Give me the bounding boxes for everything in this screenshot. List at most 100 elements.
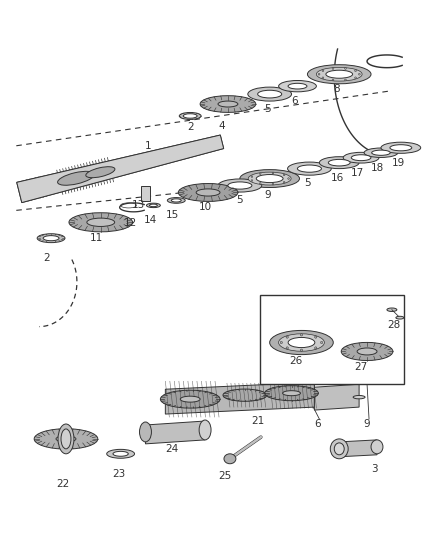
Bar — [141, 185, 150, 201]
Text: 28: 28 — [387, 320, 400, 329]
Ellipse shape — [183, 114, 197, 118]
Ellipse shape — [357, 348, 377, 355]
Ellipse shape — [146, 203, 160, 208]
Text: 5: 5 — [265, 104, 271, 114]
Ellipse shape — [307, 64, 371, 84]
Ellipse shape — [87, 218, 115, 227]
Ellipse shape — [343, 152, 379, 163]
Ellipse shape — [167, 198, 185, 203]
Text: 24: 24 — [166, 444, 179, 454]
Ellipse shape — [334, 443, 344, 455]
Ellipse shape — [200, 96, 256, 112]
Ellipse shape — [396, 316, 404, 319]
Ellipse shape — [37, 234, 65, 243]
Ellipse shape — [279, 334, 325, 351]
Text: 22: 22 — [57, 479, 70, 489]
Circle shape — [283, 181, 285, 183]
Ellipse shape — [381, 142, 421, 154]
Ellipse shape — [57, 171, 95, 185]
Ellipse shape — [258, 90, 282, 98]
Ellipse shape — [218, 101, 238, 107]
Text: 8: 8 — [333, 84, 339, 94]
Circle shape — [300, 334, 303, 336]
Circle shape — [251, 176, 253, 177]
Ellipse shape — [283, 391, 300, 395]
Text: 2: 2 — [187, 122, 194, 132]
Ellipse shape — [351, 155, 371, 160]
Ellipse shape — [228, 182, 252, 189]
Circle shape — [314, 347, 317, 349]
Circle shape — [280, 342, 283, 344]
Circle shape — [345, 68, 346, 69]
Circle shape — [259, 183, 261, 184]
Circle shape — [251, 180, 253, 181]
Polygon shape — [145, 421, 205, 444]
Ellipse shape — [56, 435, 76, 442]
Ellipse shape — [107, 449, 134, 458]
Ellipse shape — [288, 162, 331, 175]
Ellipse shape — [218, 179, 262, 192]
Ellipse shape — [196, 189, 220, 196]
Ellipse shape — [160, 390, 220, 408]
Ellipse shape — [326, 70, 353, 78]
Ellipse shape — [316, 67, 362, 81]
Polygon shape — [339, 440, 377, 457]
Ellipse shape — [86, 167, 115, 177]
Text: 11: 11 — [90, 233, 103, 243]
Text: 21: 21 — [251, 416, 265, 426]
Circle shape — [286, 347, 288, 349]
Ellipse shape — [288, 83, 307, 89]
Ellipse shape — [279, 80, 316, 92]
Text: 23: 23 — [112, 469, 125, 479]
Circle shape — [322, 70, 324, 71]
Ellipse shape — [69, 213, 133, 232]
Text: 25: 25 — [218, 471, 232, 481]
Text: 18: 18 — [371, 163, 384, 173]
Circle shape — [272, 172, 274, 174]
Polygon shape — [165, 382, 314, 414]
Circle shape — [259, 173, 261, 174]
Circle shape — [272, 183, 274, 185]
Ellipse shape — [199, 420, 211, 440]
Ellipse shape — [256, 174, 283, 183]
Circle shape — [322, 77, 324, 79]
Ellipse shape — [34, 429, 98, 449]
Ellipse shape — [297, 165, 321, 172]
Ellipse shape — [240, 169, 300, 188]
Ellipse shape — [180, 396, 200, 402]
Ellipse shape — [248, 172, 291, 185]
Circle shape — [300, 349, 303, 351]
Circle shape — [332, 79, 334, 81]
Circle shape — [332, 68, 334, 69]
Polygon shape — [17, 135, 224, 203]
Polygon shape — [17, 135, 224, 203]
Text: 4: 4 — [219, 121, 225, 131]
Circle shape — [359, 74, 360, 75]
Text: 12: 12 — [124, 219, 137, 228]
Ellipse shape — [328, 159, 350, 166]
Ellipse shape — [319, 157, 359, 168]
Circle shape — [345, 79, 346, 81]
Ellipse shape — [288, 337, 315, 348]
Text: 26: 26 — [289, 357, 302, 366]
Ellipse shape — [387, 308, 397, 311]
Ellipse shape — [140, 422, 152, 442]
Polygon shape — [314, 384, 359, 410]
Text: 15: 15 — [166, 211, 179, 220]
Circle shape — [288, 178, 290, 180]
Text: 16: 16 — [331, 173, 344, 183]
Ellipse shape — [330, 439, 348, 459]
Ellipse shape — [353, 395, 365, 399]
Circle shape — [283, 174, 285, 176]
Ellipse shape — [61, 429, 71, 449]
Ellipse shape — [149, 204, 157, 207]
Ellipse shape — [179, 112, 201, 119]
Ellipse shape — [248, 87, 292, 101]
Bar — [260, 295, 404, 384]
Text: 10: 10 — [198, 203, 212, 212]
Circle shape — [286, 336, 288, 338]
Text: 14: 14 — [144, 215, 157, 225]
Ellipse shape — [341, 342, 393, 360]
Ellipse shape — [390, 144, 412, 151]
Text: 13: 13 — [132, 200, 145, 211]
